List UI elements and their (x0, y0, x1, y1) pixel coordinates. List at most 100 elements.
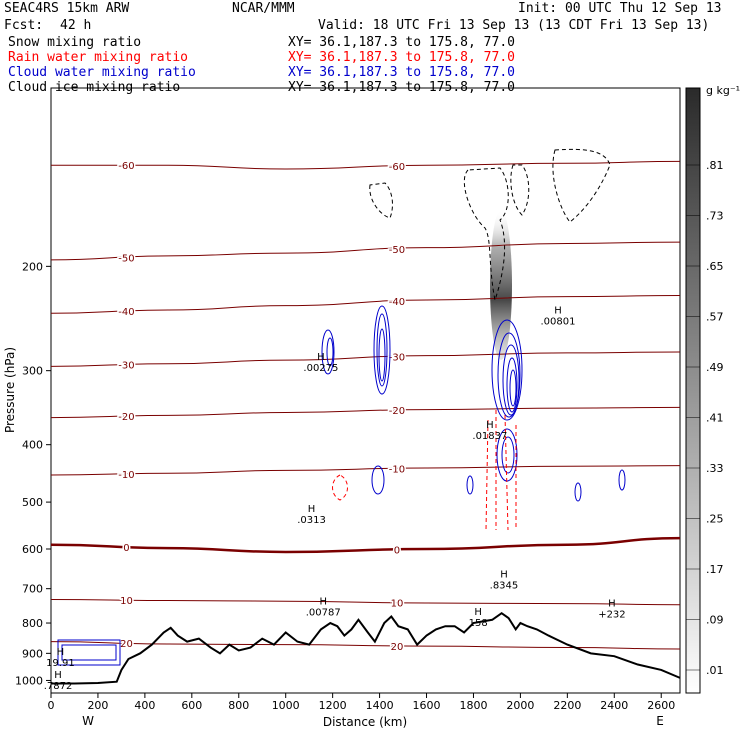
colorbar-label: .41 (706, 412, 724, 425)
colorbar-label: .01 (706, 664, 724, 677)
max-value: 19.91 (46, 658, 75, 669)
y-axis-label: Pressure (hPa) (3, 347, 17, 433)
colorbar-gradient (685, 87, 701, 694)
field-xy-snow: XY= 36.1,187.3 to 175.8, 77.0 (288, 35, 515, 50)
colorbar-label: .33 (706, 462, 724, 475)
isotherm-label: -30 (118, 361, 134, 372)
colorbar-label: .57 (706, 311, 724, 324)
max-value: .00787 (306, 608, 341, 619)
org-label: NCAR/MMM (232, 1, 295, 16)
x-tick-label: 800 (228, 699, 249, 712)
forecast-hour: 42 h (60, 18, 92, 33)
isotherm-line (50, 536, 681, 554)
cloud-ice-contours (369, 148, 611, 302)
colorbar-label: .09 (706, 614, 724, 627)
x-tick-label: 1600 (413, 699, 441, 712)
max-marker: H (54, 670, 62, 681)
isotherm-label: -10 (118, 470, 134, 481)
max-value: 158 (469, 618, 488, 629)
x-tick-label: 1000 (272, 699, 300, 712)
field-xy-cloud-water: XY= 36.1,187.3 to 175.8, 77.0 (288, 65, 515, 80)
x-tick-label: 2200 (553, 699, 581, 712)
isotherm-label: 0 (394, 546, 400, 557)
max-value: .00275 (303, 363, 338, 374)
isotherm-label: 20 (391, 642, 404, 653)
isotherm-label: 0 (123, 543, 129, 554)
max-marker: H (308, 504, 316, 515)
x-end-east: E (656, 714, 664, 728)
isotherm-line (50, 241, 681, 261)
isotherm-label: -50 (118, 253, 134, 264)
x-tick-label: 2400 (600, 699, 628, 712)
x-tick-label: 0 (48, 699, 55, 712)
temperature-isotherms: -60 -60 -50 -50 -40 -40 -30 -30 -20 -20 -10 -10 10 10… (50, 160, 681, 654)
init-time: Init: 00 UTC Thu 12 Sep 13 (518, 1, 722, 16)
max-marker: H (486, 420, 494, 431)
max-marker: H (319, 597, 327, 608)
isotherm-label: -60 (118, 161, 134, 172)
x-tick-label: 1400 (366, 699, 394, 712)
y-tick-label: 400 (22, 439, 43, 452)
isotherm-line (50, 641, 681, 650)
x-tick-label: 200 (87, 699, 108, 712)
max-marker: H (500, 569, 508, 580)
max-value: +232 (598, 609, 625, 620)
max-marker: H (554, 305, 562, 316)
x-tick-label: 1200 (319, 699, 347, 712)
x-tick-label: 1800 (459, 699, 487, 712)
field-xy-rain: XY= 36.1,187.3 to 175.8, 77.0 (288, 50, 515, 65)
x-tick-label: 2600 (647, 699, 675, 712)
max-value: .00801 (540, 316, 575, 327)
colorbar-label: .17 (706, 563, 724, 576)
y-tick-label: 700 (22, 583, 43, 596)
isotherm-line (50, 406, 681, 419)
max-value: .01837 (472, 431, 507, 442)
max-value: .0313 (297, 515, 326, 526)
colorbar-label: .73 (706, 210, 724, 223)
isotherm-label: -30 (389, 353, 405, 364)
isotherm-label: -10 (389, 465, 405, 476)
isotherm-label: -50 (389, 245, 405, 256)
isotherm-line (50, 295, 681, 314)
isotherm-label: 20 (120, 639, 133, 650)
max-marker: H (57, 647, 65, 658)
isotherm-line (50, 465, 681, 476)
y-tick-label: 200 (22, 260, 43, 273)
isotherm-line (50, 598, 681, 606)
model-title: SEAC4RS 15km ARW (4, 1, 130, 16)
colorbar-label: .49 (706, 361, 724, 374)
isotherm-label: -60 (389, 162, 405, 173)
terrain-line (51, 611, 681, 685)
y-axis: 200 300 400 500 600 700 800 900 1000 (15, 260, 51, 687)
cloud-water-contours (57, 305, 626, 666)
contour-annotations: H.00275H.01837H.00801H.0313H.8345H.00787… (44, 305, 626, 692)
valid-time: Valid: 18 UTC Fri 13 Sep 13 (13 CDT Fri … (318, 18, 710, 33)
x-axis-label: Distance (km) (323, 715, 407, 729)
y-tick-label: 600 (22, 543, 43, 556)
rain-water-contours (332, 410, 517, 531)
isotherm-label: -40 (118, 307, 134, 318)
isotherm-label: 10 (120, 596, 133, 607)
colorbar-label: .65 (706, 260, 724, 273)
field-name-cloud-water: Cloud water mixing ratio (8, 65, 196, 80)
forecast-label: Fcst: (4, 18, 44, 33)
isotherm-label: -40 (389, 297, 405, 308)
ice-plume-shading (490, 210, 512, 360)
isotherm-line (50, 351, 681, 367)
max-value: .8345 (490, 580, 519, 591)
max-marker: H (608, 598, 616, 609)
isotherm-label: -20 (118, 412, 134, 423)
colorbar: g kg⁻¹ .81 .73 .65 .57 .49 .41 .33 .25 .17 .09 .01 (685, 84, 740, 694)
colorbar-label: .25 (706, 513, 724, 526)
field-name-snow: Snow mixing ratio (8, 35, 142, 50)
y-tick-label: 300 (22, 365, 43, 378)
colorbar-label: .81 (706, 159, 724, 172)
x-tick-label: 2000 (506, 699, 534, 712)
x-tick-label: 600 (181, 699, 202, 712)
isotherm-label: -20 (389, 406, 405, 417)
y-tick-label: 900 (22, 647, 43, 660)
y-tick-label: 800 (22, 617, 43, 630)
x-axis: 0 200 400 600 800 1000 1200 1400 1600 1800 2000 220… (48, 693, 675, 712)
